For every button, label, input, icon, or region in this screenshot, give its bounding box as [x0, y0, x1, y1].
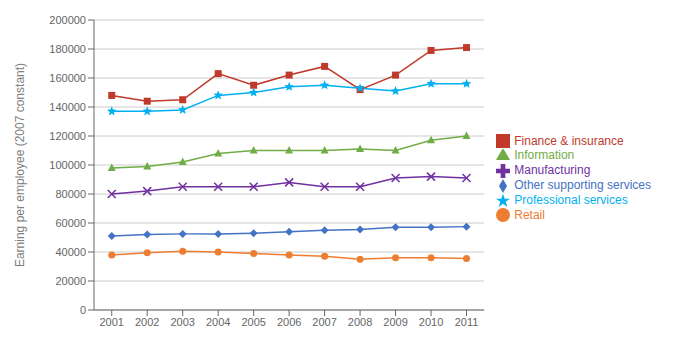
- svg-text:160000: 160000: [49, 72, 86, 84]
- svg-text:120000: 120000: [49, 130, 86, 142]
- svg-text:2003: 2003: [170, 316, 194, 328]
- svg-text:20000: 20000: [55, 275, 86, 287]
- svg-text:2001: 2001: [99, 316, 123, 328]
- html-text:Retail: Retail: [514, 207, 545, 222]
- html-text:Information: Information: [514, 148, 575, 163]
- svg-text:0: 0: [80, 304, 86, 316]
- svg-text:2002: 2002: [135, 316, 159, 328]
- svg-text:2006: 2006: [277, 316, 301, 328]
- svg-text:2010: 2010: [419, 316, 443, 328]
- svg-text:40000: 40000: [55, 246, 86, 258]
- svg-text:2005: 2005: [241, 316, 265, 328]
- svg-text:2009: 2009: [383, 316, 407, 328]
- svg-text:2011: 2011: [455, 316, 479, 328]
- svg-text:140000: 140000: [49, 101, 86, 113]
- html-text:Professional services: Professional services: [514, 192, 628, 207]
- svg-text:2008: 2008: [348, 316, 372, 328]
- svg-text:2004: 2004: [206, 316, 230, 328]
- html-text:Other supporting services: Other supporting services: [514, 178, 651, 192]
- html-text:Manufacturing: Manufacturing: [514, 163, 591, 178]
- svg-text:200000: 200000: [49, 14, 86, 26]
- svg-text:Earning per employee (2007 con: Earning per employee (2007 constant): [13, 63, 27, 267]
- html-text:Finance & insurance: Finance & insurance: [514, 133, 624, 148]
- svg-text:180000: 180000: [49, 43, 86, 55]
- svg-text:80000: 80000: [55, 188, 86, 200]
- svg-text:100000: 100000: [49, 159, 86, 171]
- svg-text:60000: 60000: [55, 217, 86, 229]
- svg-text:2007: 2007: [312, 316, 336, 328]
